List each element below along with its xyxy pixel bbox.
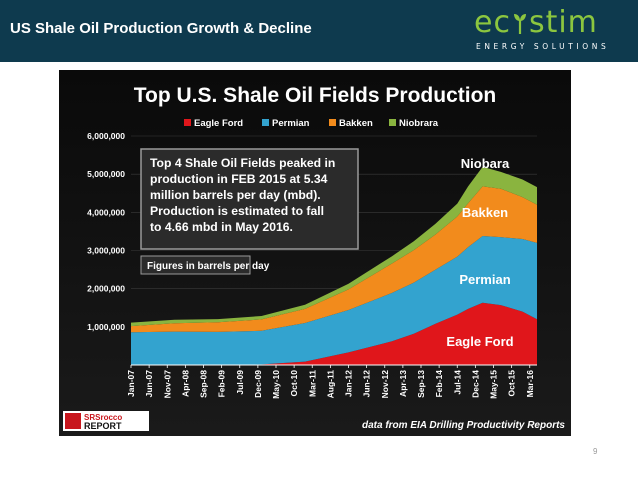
area-bakken (131, 186, 537, 333)
y-tick-label: 5,000,000 (87, 169, 125, 179)
logo-word-right: stim (528, 5, 598, 40)
x-tick-label: May-10 (271, 370, 281, 399)
x-tick-label: May-15 (489, 370, 499, 399)
srsrocco-badge: SRSrocco REPORT (63, 411, 149, 431)
header-bar: US Shale Oil Production Growth & Decline… (0, 0, 638, 62)
x-tick-label: Oct-10 (289, 370, 299, 397)
y-tick-label: 4,000,000 (87, 207, 125, 217)
chart-panel: Top U.S. Shale Oil Fields Production Eag… (59, 70, 571, 436)
logo-wordmark: ec stim (474, 6, 598, 40)
y-tick-label: 3,000,000 (87, 246, 125, 256)
logo-tagline: ENERGY SOLUTIONS (476, 42, 610, 51)
legend-swatch (329, 119, 336, 126)
legend-label: Permian (272, 118, 310, 129)
x-tick-label: Sep-08 (199, 370, 209, 398)
legend-swatch (389, 119, 396, 126)
x-tick-label: Jul-09 (235, 370, 245, 395)
annotation-line: Top 4 Shale Oil Fields peaked in (150, 156, 335, 170)
annotation-line: million barrels per day (mbd). (150, 188, 321, 202)
x-tick-label: Apr-08 (180, 370, 190, 397)
x-tick-label: Mar-11 (307, 370, 317, 397)
x-tick-label: Apr-13 (398, 370, 408, 397)
annotation-box: Top 4 Shale Oil Fields peaked in producti… (140, 148, 359, 250)
x-tick-label: Jan-07 (126, 370, 136, 397)
x-axis: Jan-07 Jun-07 Nov-07 Apr-08 Sep-08 Feb-09 Jul-… (126, 364, 537, 399)
legend-label: Niobrara (399, 118, 439, 129)
y-tick-label: 6,000,000 (87, 131, 125, 141)
y-tick-label: 2,000,000 (87, 284, 125, 294)
x-tick-label: Mar-16 (525, 370, 535, 398)
x-tick-label: Dec-09 (253, 370, 263, 398)
legend-label: Bakken (339, 118, 373, 129)
badge-line1: SRSrocco (84, 413, 122, 422)
x-tick-label: Jan-12 (344, 370, 354, 397)
logo-word-left: ec (474, 5, 511, 40)
page-number: 9 (593, 447, 598, 456)
x-tick-label: Oct-15 (507, 370, 517, 397)
badge-emblem-icon (65, 413, 81, 429)
area-niobrara (131, 166, 537, 327)
shale-production-chart: Top U.S. Shale Oil Fields Production Eag… (59, 70, 571, 436)
x-tick-label: Jun-12 (362, 370, 372, 398)
annotation-line: production in FEB 2015 at 5.34 (150, 172, 328, 186)
x-tick-label: Dec-14 (470, 370, 480, 398)
annotation-line: to 4.66 mbd in May 2016. (150, 220, 293, 234)
badge-line2: REPORT (84, 421, 122, 431)
legend-swatch (184, 119, 191, 126)
area-eagle-ford (131, 302, 537, 365)
legend-label: Eagle Ford (194, 118, 243, 129)
units-note: Figures in barrels per day (147, 261, 270, 272)
area-label-eagle-ford: Eagle Ford (446, 334, 513, 349)
x-tick-label: Aug-11 (325, 370, 335, 399)
chart-title: Top U.S. Shale Oil Fields Production (134, 84, 496, 107)
slide-title: US Shale Oil Production Growth & Decline (10, 20, 312, 37)
area-permian (131, 236, 537, 365)
x-tick-label: Nov-07 (162, 370, 172, 399)
x-tick-label: Sep-13 (416, 370, 426, 398)
x-tick-label: Feb-14 (434, 370, 444, 398)
x-tick-label: Feb-09 (217, 370, 227, 398)
badge-background (63, 411, 149, 431)
logo-sprout-icon (513, 8, 527, 34)
area-series (131, 166, 537, 365)
y-tick-label: 1,000,000 (87, 322, 125, 332)
annotation-text: Top 4 Shale Oil Fields peaked in producti… (150, 156, 335, 234)
chart-legend: Eagle Ford Permian Bakken Niobrara (184, 118, 439, 129)
area-label-niobrara: Niobara (461, 156, 510, 171)
area-label-bakken: Bakken (462, 205, 508, 220)
source-note: data from EIA Drilling Productivity Repo… (362, 420, 565, 431)
annotation-line: Production is estimated to fall (150, 204, 324, 218)
units-box-bg (140, 255, 251, 275)
area-label-permian: Permian (459, 272, 510, 287)
legend-swatch (262, 119, 269, 126)
ecostim-logo: ec stim ENERGY SOLUTIONS (474, 6, 624, 56)
units-box: Figures in barrels per day (140, 255, 270, 275)
annotation-box-bg (140, 148, 359, 250)
x-tick-label: Nov-12 (380, 370, 390, 399)
x-tick-label: Jun-07 (144, 370, 154, 398)
y-axis: 6,000,000 5,000,000 4,000,000 3,000,000 2,00… (87, 131, 125, 332)
x-tick-label: Jul-14 (452, 370, 462, 395)
